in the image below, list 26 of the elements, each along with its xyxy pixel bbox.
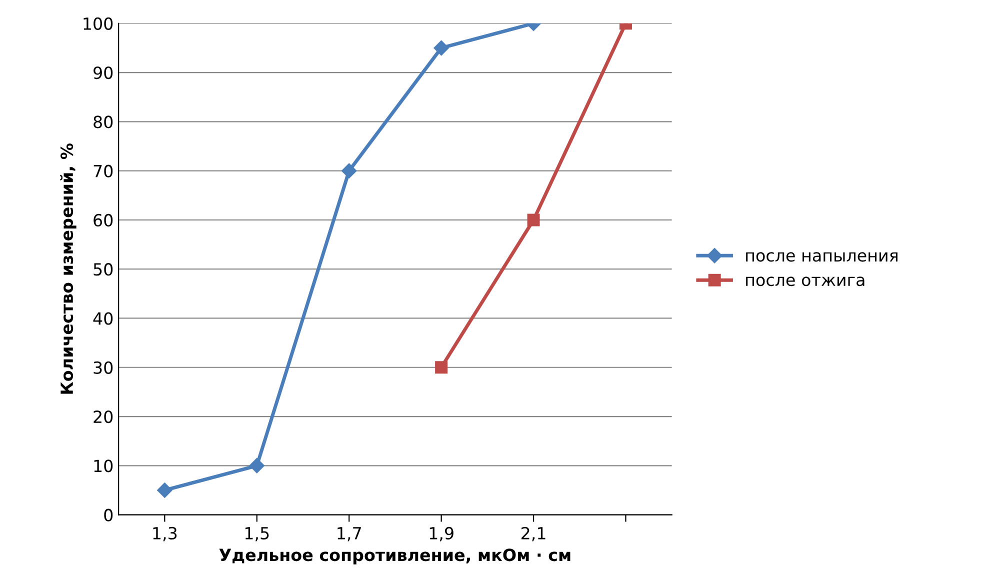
point xyxy=(157,482,172,498)
y-tick-label: 70 xyxy=(94,164,113,178)
y-tick-label: 50 xyxy=(94,263,113,276)
y-tick-label: 30 xyxy=(94,361,113,374)
point xyxy=(435,361,448,374)
y-tick-label: 10 xyxy=(94,460,113,472)
legend-label: после отжига xyxy=(746,276,864,286)
point xyxy=(342,163,357,178)
x-tick-label: 1,7 xyxy=(338,527,361,542)
legend-label: после напыления xyxy=(746,252,898,262)
x-tick-label: 1,3 xyxy=(153,526,177,542)
point xyxy=(249,458,264,474)
y-tick-label: 60 xyxy=(94,214,113,227)
x-tick-label: 1,5 xyxy=(245,527,269,542)
x-tick-label: 1,9 xyxy=(430,526,454,542)
y-tick-label: 90 xyxy=(94,66,113,80)
y-tick-label: 40 xyxy=(93,312,113,325)
point xyxy=(527,214,540,226)
y-tick-label: 0 xyxy=(104,508,113,522)
y-tick-label: 20 xyxy=(94,410,113,424)
point xyxy=(434,40,449,56)
x-axis-title: Удельное сопротивление, мкОм · см xyxy=(219,548,570,564)
x-tick-label: 2,1 xyxy=(521,526,546,542)
y-axis-title: Количество измерений, % xyxy=(60,143,76,394)
y-tick-label: 80 xyxy=(94,116,113,128)
y-tick-label: 100 xyxy=(84,17,113,30)
